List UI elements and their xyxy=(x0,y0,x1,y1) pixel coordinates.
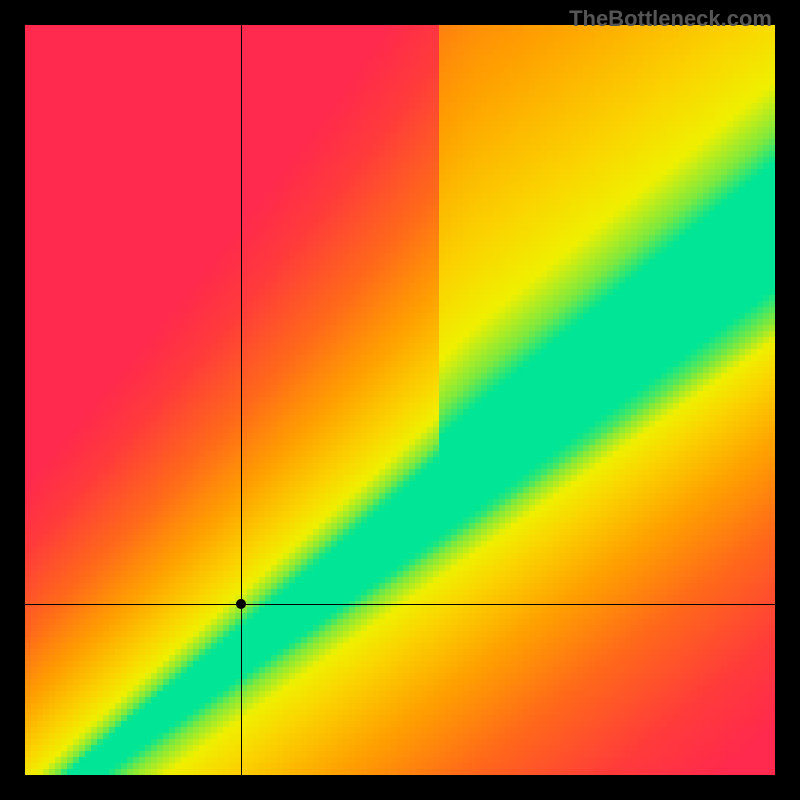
watermark-text: TheBottleneck.com xyxy=(569,6,772,32)
bottleneck-heatmap xyxy=(0,0,800,800)
